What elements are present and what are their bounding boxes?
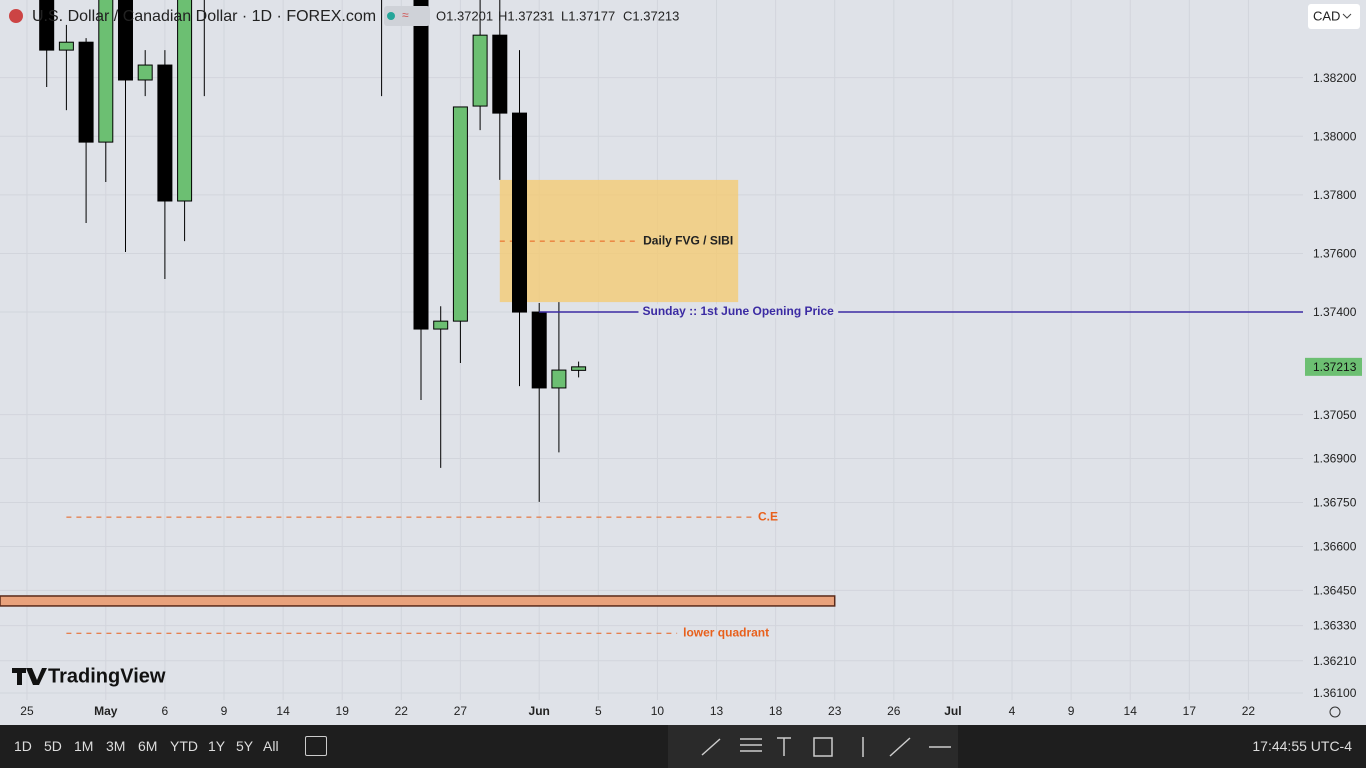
settings-icon[interactable] [1329,706,1341,718]
x-tick-label: 26 [887,704,901,718]
x-tick-label: 25 [20,704,34,718]
last-price-tag [1305,357,1362,376]
candle-body [157,64,173,202]
x-tick-label: 13 [710,704,724,718]
last-price-label: 1.37213 [1313,360,1357,374]
candle-body [58,41,74,51]
y-tick-label: 1.38200 [1313,71,1357,85]
x-tick-label: 14 [276,704,290,718]
x-tick-label: 22 [395,704,409,718]
range-button[interactable]: YTD [170,738,198,754]
clock: 17:44:55 UTC-4 [1252,738,1352,754]
x-tick-label: 19 [336,704,350,718]
candle-body [551,369,567,389]
x-tick-label: 14 [1124,704,1138,718]
x-tick-label: 4 [1009,704,1016,718]
logo-icon [12,668,47,685]
x-tick-label: 10 [651,704,665,718]
candle-body [452,106,468,322]
candle-body [472,34,488,107]
range-button[interactable]: 1Y [208,738,226,754]
x-tick-label: 27 [454,704,468,718]
y-tick-label: 1.36600 [1313,540,1357,554]
y-tick-label: 1.37050 [1313,408,1357,422]
y-tick-label: 1.38000 [1313,129,1357,143]
candle-body [117,0,133,81]
y-tick-label: 1.36210 [1313,654,1357,668]
status-badge [384,6,430,26]
zone [499,179,739,303]
symbol-title: U.S. Dollar / Canadian Dollar · 1D · FOR… [32,8,376,25]
bottom-toolbar: 17:44:55 UTC-4 1D 5D 1M 3M 6M YTD 1Y 5Y All [0,725,1366,768]
status-icon: ≈ [402,8,409,22]
flag-icon [9,9,23,23]
x-tick-label: 18 [769,704,783,718]
range-button[interactable]: 6M [138,738,158,754]
candle-body [433,320,449,330]
x-tick-label: 23 [828,704,842,718]
candle-body [512,112,528,313]
level-label: lower quadrant [683,625,769,639]
level-label: Sunday :: 1st June Opening Price [642,304,834,318]
candle-body [492,34,508,114]
range-button[interactable]: 1M [74,738,94,754]
ohlc-close: C1.37213 [623,8,679,23]
ohlc-open: O1.37201 [436,8,493,23]
candle-body [98,0,114,143]
y-tick-label: 1.36750 [1313,496,1357,510]
date-range-button[interactable] [305,736,327,756]
candle-body [413,0,429,330]
range-button[interactable]: 5D [44,738,62,754]
y-tick-label: 1.36450 [1313,584,1357,598]
x-tick-label: 17 [1183,704,1197,718]
range-button[interactable]: All [263,738,279,754]
level-label: C.E [758,509,778,523]
ohlc-low: L1.37177 [561,8,615,23]
x-tick-label: Jun [529,704,550,718]
x-tick-label: 22 [1242,704,1256,718]
y-tick-label: 1.37400 [1313,305,1357,319]
logo-text: TradingView [48,665,166,687]
y-tick-label: 1.36100 [1313,686,1357,700]
candle-body [137,64,153,81]
candle-body [39,0,55,51]
y-tick-label: 1.37600 [1313,247,1357,261]
range-button[interactable]: 1D [14,738,32,754]
currency-button[interactable] [1308,4,1360,29]
candle-body [531,311,547,389]
dropdown-icon [1342,13,1352,19]
candle-body [571,366,587,371]
x-tick-label: 5 [595,704,602,718]
x-tick-label: Jul [944,704,961,718]
zone [0,595,836,607]
label-background [638,304,839,319]
y-tick-label: 1.36330 [1313,619,1357,633]
x-tick-label: 9 [1068,704,1075,718]
candle-body [177,0,193,202]
range-button[interactable]: 5Y [236,738,254,754]
y-tick-label: 1.36900 [1313,452,1357,466]
candle-body [78,41,94,143]
status-dot [387,12,395,20]
tool-icons[interactable] [701,737,951,757]
x-tick-label: 9 [221,704,228,718]
range-button[interactable]: 3M [106,738,126,754]
background [0,0,1366,725]
zone-label: Daily FVG / SIBI [643,233,733,247]
x-tick-label: 6 [162,704,169,718]
x-tick-label: May [94,704,118,718]
tools-background [668,725,958,768]
ohlc-high: H1.37231 [498,8,554,23]
y-tick-label: 1.37800 [1313,188,1357,202]
drawing-tools [668,725,958,768]
currency-label[interactable]: CAD [1313,8,1340,23]
